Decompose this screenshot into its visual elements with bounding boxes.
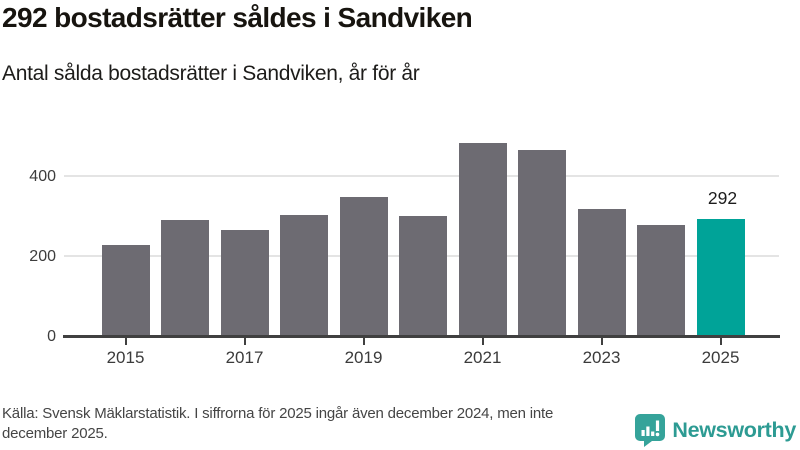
x-axis-label-2021: 2021 — [463, 348, 502, 367]
highlight-value-label: 292 — [707, 188, 738, 209]
gridline-400 — [64, 175, 779, 177]
bar-2018 — [280, 214, 328, 337]
x-tick-2023 — [600, 338, 603, 345]
bar-2022 — [518, 149, 566, 337]
x-tick-2015 — [124, 338, 127, 345]
bar-2021 — [458, 143, 507, 337]
bar-2017 — [220, 230, 269, 337]
newsworthy-logo: Newsworthy — [635, 414, 796, 447]
y-axis-label-400: 400 — [29, 167, 56, 185]
y-axis-label-0: 0 — [47, 328, 56, 345]
chart-subtitle: Antal sålda bostadsrätter i Sandviken, å… — [2, 62, 420, 85]
bar-2020 — [399, 216, 447, 337]
x-axis-label-2017: 2017 — [225, 348, 264, 367]
x-tick-2019 — [362, 338, 365, 345]
newsworthy-logo-icon — [635, 414, 666, 447]
source-note: Källa: Svensk Mäklarstatistik. I siffror… — [2, 405, 554, 442]
x-axis-label-2015: 2015 — [106, 348, 145, 367]
x-tick-2017 — [243, 338, 246, 345]
x-axis-label-2025: 2025 — [701, 348, 740, 367]
bar-2023 — [577, 208, 626, 337]
x-tick-2025 — [719, 338, 722, 345]
x-axis-label-2019: 2019 — [344, 348, 383, 367]
bar-2015 — [101, 245, 150, 337]
bar-2024 — [637, 224, 685, 337]
page-title: 292 bostadsrätter såldes i Sandviken — [2, 2, 473, 33]
y-axis-label-200: 200 — [29, 247, 56, 265]
x-axis-line — [63, 335, 780, 338]
bar-2025 — [696, 219, 745, 337]
x-axis-label-2023: 2023 — [582, 348, 621, 367]
bar-2019 — [339, 197, 388, 337]
bar-2016 — [161, 220, 209, 337]
newsworthy-wordmark: Newsworthy — [672, 418, 796, 442]
x-tick-2021 — [481, 338, 484, 345]
